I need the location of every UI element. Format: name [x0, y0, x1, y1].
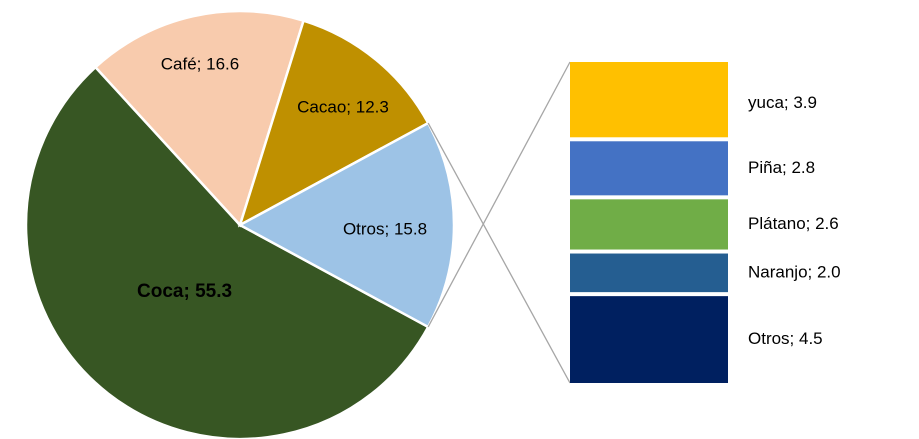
bar-segment	[570, 296, 728, 383]
bar-segment	[570, 62, 728, 138]
data-label: Coca; 55.3	[137, 281, 232, 302]
bar-segment	[570, 253, 728, 293]
data-label: Café; 16.6	[161, 54, 239, 73]
pie-slice	[24, 65, 430, 439]
data-label: Naranjo; 2.0	[748, 262, 841, 281]
data-label: Cacao; 12.3	[297, 97, 389, 116]
connector	[427, 122, 571, 384]
bar-segment	[570, 141, 728, 196]
bar-segment	[570, 199, 728, 250]
pie-slice	[237, 121, 456, 329]
data-label: yuca; 3.9	[748, 93, 817, 112]
connector	[427, 61, 571, 328]
data-label: Piña; 2.8	[748, 158, 815, 177]
pie-slice	[237, 19, 430, 228]
data-label: Plátano; 2.6	[748, 214, 839, 233]
data-label: Otros; 15.8	[343, 219, 427, 238]
pie-slice	[93, 9, 306, 228]
data-label: Otros; 4.5	[748, 329, 823, 348]
